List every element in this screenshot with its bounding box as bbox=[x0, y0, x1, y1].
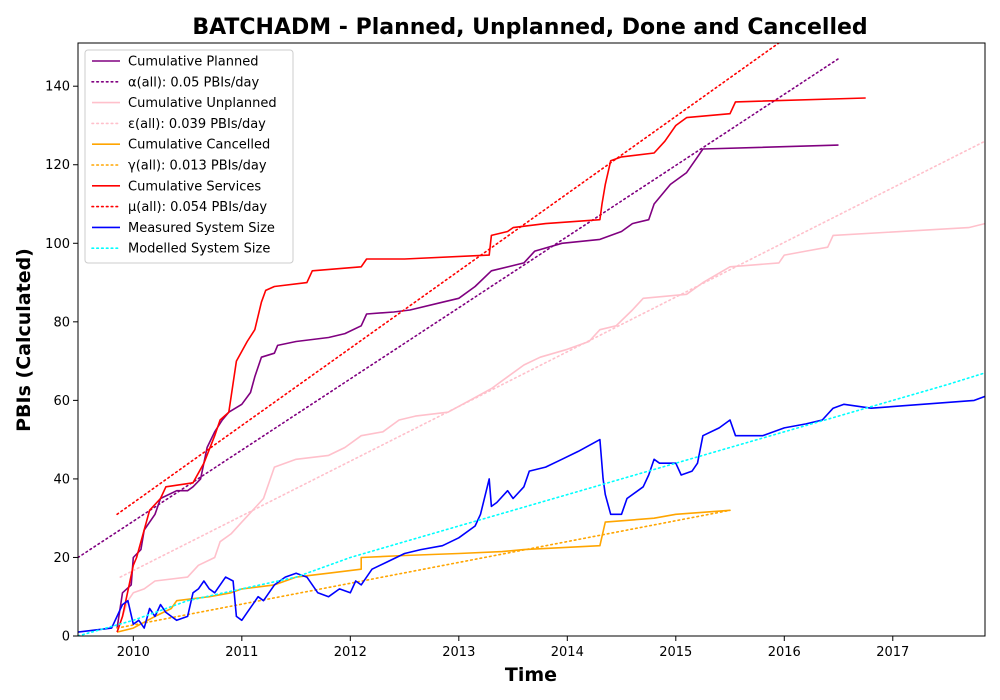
series-1-all-0-05-pbis-day-legend-label: α(all): 0.05 PBIs/day bbox=[128, 75, 259, 90]
series-0-cumulative-planned-legend-label: Cumulative Planned bbox=[128, 55, 258, 70]
x-tick-label: 2016 bbox=[768, 645, 801, 660]
series-5-all-0-013-pbis-day-legend-label: γ(all): 0.013 PBIs/day bbox=[128, 159, 267, 174]
x-tick-label: 2013 bbox=[442, 645, 475, 660]
series-2-cumulative-unplanned-line bbox=[117, 224, 985, 632]
y-tick-label: 100 bbox=[45, 237, 70, 252]
x-axis: 2010 2011 2012 2013 2014 2015 2016 2017 bbox=[117, 636, 910, 660]
x-tick-label: 2017 bbox=[876, 645, 909, 660]
y-tick-label: 0 bbox=[62, 630, 70, 645]
y-axis-label: PBIs (Calculated) bbox=[13, 248, 35, 432]
y-tick-label: 40 bbox=[53, 472, 70, 487]
x-tick-label: 2011 bbox=[225, 645, 258, 660]
y-axis: 0 20 40 60 80 100 120 140 bbox=[45, 80, 78, 645]
chart-title: BATCHADM - Planned, Unplanned, Done and … bbox=[192, 15, 867, 40]
legend: Cumulative Planned α(all): 0.05 PBIs/day C… bbox=[85, 50, 293, 263]
y-tick-label: 20 bbox=[53, 551, 70, 566]
series-3-all-0-039-pbis-day-legend-label: ε(all): 0.039 PBIs/day bbox=[128, 117, 266, 132]
y-tick-label: 60 bbox=[53, 394, 70, 409]
series-5-all-0-013-pbis-day-line bbox=[117, 510, 730, 628]
series-4-cumulative-cancelled-line bbox=[117, 510, 730, 632]
series-4-cumulative-cancelled-legend-label: Cumulative Cancelled bbox=[128, 138, 270, 153]
series-7-all-0-054-pbis-day-legend-label: μ(all): 0.054 PBIs/day bbox=[128, 200, 267, 215]
y-tick-label: 140 bbox=[45, 80, 70, 95]
series-2-cumulative-unplanned-legend-label: Cumulative Unplanned bbox=[128, 96, 277, 111]
y-tick-label: 120 bbox=[45, 158, 70, 173]
x-tick-label: 2014 bbox=[551, 645, 584, 660]
x-axis-label: Time bbox=[505, 664, 557, 686]
series-8-measured-system-size-legend-label: Measured System Size bbox=[128, 221, 275, 236]
series-9-modelled-system-size-legend-label: Modelled System Size bbox=[128, 242, 270, 257]
x-tick-label: 2012 bbox=[334, 645, 367, 660]
x-tick-label: 2015 bbox=[659, 645, 692, 660]
y-tick-label: 80 bbox=[53, 315, 70, 330]
x-tick-label: 2010 bbox=[117, 645, 150, 660]
series-6-cumulative-services-legend-label: Cumulative Services bbox=[128, 179, 261, 194]
